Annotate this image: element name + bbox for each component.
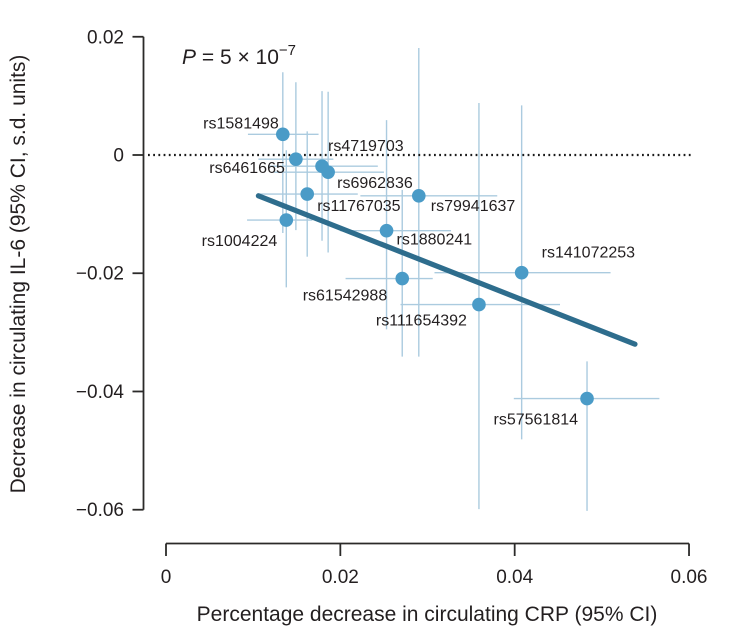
data-point-rs1004224 — [279, 213, 294, 227]
p-value-annotation: P = 5 × 10−7 — [182, 42, 296, 69]
point-labels-layer: rs1581498 rs6461665 rs4719703 rs6962836 rs11… — [202, 115, 635, 428]
regression-line — [255, 193, 638, 347]
data-point-rs141072253 — [514, 265, 529, 280]
point-label-rs79941637: rs79941637 — [431, 198, 516, 215]
point-label-rs6461665: rs6461665 — [209, 160, 285, 177]
p-value-exponent: −7 — [279, 42, 296, 59]
x-axis-tick-label-0.02: 0.02 — [322, 567, 359, 588]
error-bars-layer — [247, 47, 660, 511]
y-axis-tick-label-−0.06: −0.06 — [76, 500, 124, 521]
y-axis-tick-label-−0.02: −0.02 — [76, 264, 124, 285]
data-point-rs79941637 — [411, 188, 426, 203]
data-point-rs57561814 — [580, 391, 594, 406]
point-label-rs1880241: rs1880241 — [397, 232, 473, 249]
point-label-rs1004224: rs1004224 — [202, 233, 278, 250]
p-value-body: = 5 × 10 — [196, 46, 279, 69]
point-label-rs141072253: rs141072253 — [542, 245, 636, 262]
data-point-rs1880241 — [379, 223, 394, 238]
data-point-rs11767035 — [300, 187, 315, 201]
y-axis-tick-label-0: 0 — [113, 146, 124, 167]
x-axis-tick-label-0.04: 0.04 — [496, 567, 533, 588]
point-label-rs1581498: rs1581498 — [203, 115, 279, 132]
y-axis-tick-label-−0.04: −0.04 — [76, 382, 125, 403]
y-axis-title: Decrease in circulating IL-6 (95% CI, s.… — [7, 55, 30, 494]
point-label-rs6962836: rs6962836 — [337, 175, 413, 192]
data-point-rs61542988 — [395, 271, 410, 286]
x-axis-title: Percentage decrease in circulating CRP (… — [197, 603, 658, 626]
regression-line-layer — [255, 193, 638, 347]
data-point-rs6461665 — [289, 152, 303, 166]
data-points-layer — [276, 127, 594, 406]
point-label-rs61542988: rs61542988 — [303, 288, 388, 305]
point-label-rs111654392: rs111654392 — [376, 313, 467, 330]
x-axis-tick-label-0: 0 — [161, 567, 172, 588]
y-axis-tick-label-0.02: 0.02 — [87, 27, 124, 48]
point-label-rs4719703: rs4719703 — [328, 138, 404, 155]
axes-layer: 0.02 0 −0.02 −0.04 −0.06 0 0.02 0.04 0.06 — [76, 27, 708, 588]
point-label-rs57561814: rs57561814 — [494, 412, 579, 429]
point-label-rs11767035: rs11767035 — [317, 198, 400, 215]
x-axis-tick-label-0.06: 0.06 — [671, 567, 708, 588]
data-point-rs6962836 — [321, 165, 335, 179]
data-point-rs111654392 — [472, 297, 486, 312]
p-value-variable: P — [182, 46, 196, 69]
data-point-rs1581498 — [276, 127, 290, 142]
